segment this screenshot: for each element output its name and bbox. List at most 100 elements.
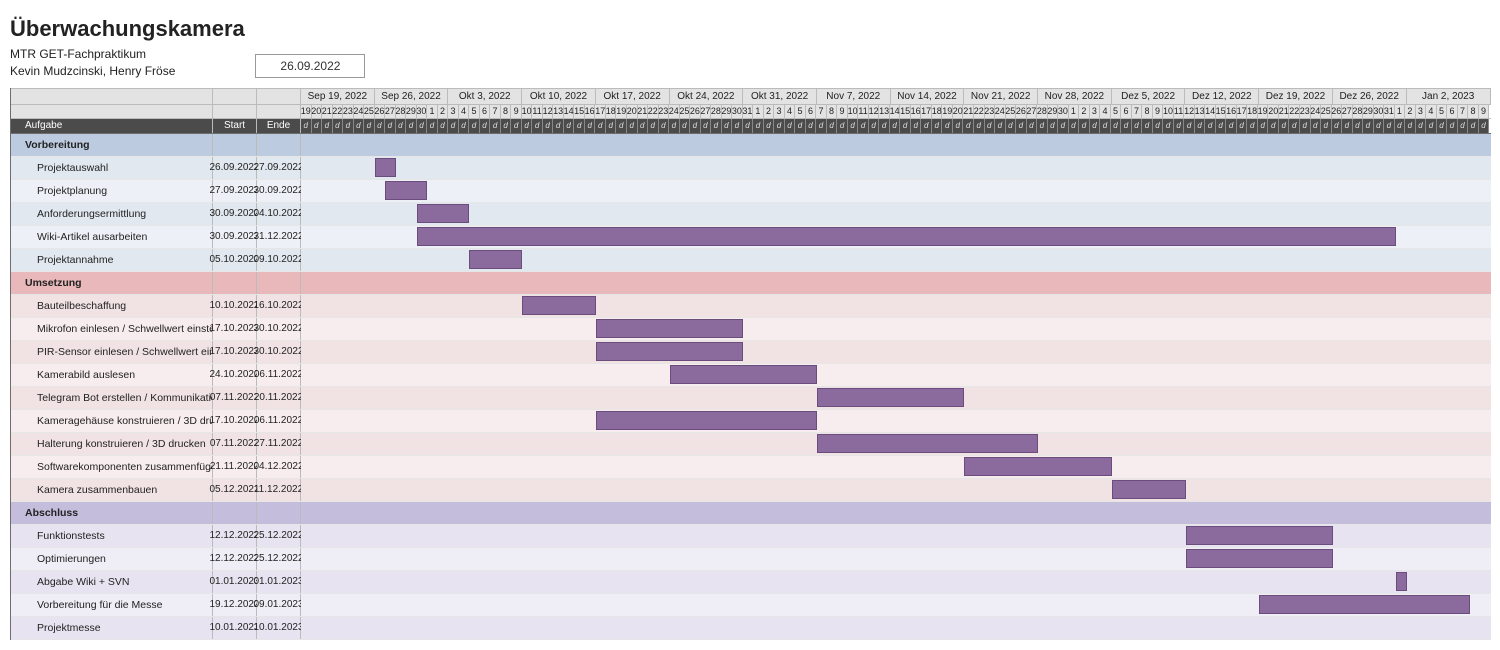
- day-number: 30: [417, 105, 428, 118]
- day-number: 5: [469, 105, 480, 118]
- day-number: 8: [1468, 105, 1479, 118]
- task-name: Softwarekomponenten zusammenfügen: [11, 456, 213, 478]
- day-number: 22: [1289, 105, 1300, 118]
- task-row: Projektmesse10.01.202310.01.2023: [11, 617, 1491, 640]
- day-number: 6: [1447, 105, 1458, 118]
- day-number: 25: [680, 105, 691, 118]
- week-label: Okt 31, 2022: [743, 89, 817, 104]
- day-letter: d: [1006, 119, 1017, 133]
- day-number: 17: [1237, 105, 1248, 118]
- day-number: 2: [1079, 105, 1090, 118]
- week-label: Dez 12, 2022: [1185, 89, 1259, 104]
- day-number: 20: [627, 105, 638, 118]
- day-number: 11: [532, 105, 543, 118]
- day-letter: d: [543, 119, 554, 133]
- day-letter: d: [732, 119, 743, 133]
- day-letter: d: [690, 119, 701, 133]
- day-letter: d: [1353, 119, 1364, 133]
- day-letter: d: [1100, 119, 1111, 133]
- day-number: 18: [606, 105, 617, 118]
- day-letter: d: [963, 119, 974, 133]
- day-number: 19: [1258, 105, 1269, 118]
- task-row: Projektplanung27.09.202230.09.2022: [11, 180, 1491, 203]
- day-letter: d: [785, 119, 796, 133]
- day-number: 10: [522, 105, 533, 118]
- day-number: 1: [427, 105, 438, 118]
- day-letter: d: [1247, 119, 1258, 133]
- task-end: 11.12.2022: [257, 479, 301, 501]
- week-label: Nov 14, 2022: [891, 89, 965, 104]
- section-header: Abschluss: [11, 502, 213, 524]
- day-number: 25: [1006, 105, 1017, 118]
- day-letter: d: [480, 119, 491, 133]
- day-letter: d: [1479, 119, 1490, 133]
- day-letter: d: [974, 119, 985, 133]
- week-label: Nov 21, 2022: [964, 89, 1038, 104]
- task-start: 10.10.2022: [213, 295, 257, 317]
- day-letter: d: [532, 119, 543, 133]
- day-number: 2: [438, 105, 449, 118]
- day-number: 6: [806, 105, 817, 118]
- day-letter: d: [1321, 119, 1332, 133]
- task-end: 09.01.2023: [257, 594, 301, 616]
- day-letter: d: [616, 119, 627, 133]
- day-letter: d: [364, 119, 375, 133]
- day-letter: d: [312, 119, 323, 133]
- task-name: Abgabe Wiki + SVN: [11, 571, 213, 593]
- day-letter: d: [1458, 119, 1469, 133]
- day-letter: d: [659, 119, 670, 133]
- day-number: 7: [490, 105, 501, 118]
- day-number: 30: [1374, 105, 1385, 118]
- day-number: 12: [869, 105, 880, 118]
- section-header: Umsetzung: [11, 272, 213, 294]
- task-row: PIR-Sensor einlesen / Schwellwert einste…: [11, 341, 1491, 364]
- day-number: 28: [711, 105, 722, 118]
- day-letter: d: [1132, 119, 1143, 133]
- gantt-bar: [1396, 572, 1407, 591]
- day-letter: d: [995, 119, 1006, 133]
- day-number: 24: [669, 105, 680, 118]
- task-name: PIR-Sensor einlesen / Schwellwert einste…: [11, 341, 213, 363]
- day-number: 27: [1342, 105, 1353, 118]
- day-number: 21: [322, 105, 333, 118]
- day-letter: d: [1237, 119, 1248, 133]
- week-label: Okt 3, 2022: [448, 89, 522, 104]
- col-end-header: Ende: [257, 119, 301, 133]
- task-row: Mikrofon einlesen / Schwellwert einstell…: [11, 318, 1491, 341]
- day-number: 23: [343, 105, 354, 118]
- day-letter: d: [1279, 119, 1290, 133]
- gantt-bar: [1259, 595, 1470, 614]
- day-letter: d: [764, 119, 775, 133]
- day-letter: d: [406, 119, 417, 133]
- day-letter: d: [1205, 119, 1216, 133]
- day-number: 20: [1268, 105, 1279, 118]
- day-letter: d: [1090, 119, 1101, 133]
- day-number: 7: [816, 105, 827, 118]
- day-letter: d: [333, 119, 344, 133]
- task-name: Telegram Bot erstellen / Kommunikation t…: [11, 387, 213, 409]
- day-number: 3: [774, 105, 785, 118]
- day-letter: d: [343, 119, 354, 133]
- day-number: 1: [753, 105, 764, 118]
- day-number: 7: [1458, 105, 1469, 118]
- gantt-bar: [596, 319, 743, 338]
- day-number: 3: [1416, 105, 1427, 118]
- day-letter: d: [1058, 119, 1069, 133]
- gantt-bar: [964, 457, 1111, 476]
- task-end: 31.12.2022: [257, 226, 301, 248]
- day-number: 14: [1205, 105, 1216, 118]
- day-letter: d: [816, 119, 827, 133]
- day-number: 14: [890, 105, 901, 118]
- day-number: 20: [312, 105, 323, 118]
- day-number: 24: [354, 105, 365, 118]
- task-start: 26.09.2022: [213, 157, 257, 179]
- task-end: 25.12.2022: [257, 548, 301, 570]
- subtitle-line-2: Kevin Mudzcinski, Henry Fröse: [10, 63, 175, 80]
- day-number: 7: [1132, 105, 1143, 118]
- day-letter: d: [985, 119, 996, 133]
- day-number: 29: [1363, 105, 1374, 118]
- day-number: 28: [1037, 105, 1048, 118]
- day-letter: d: [1142, 119, 1153, 133]
- day-letter: d: [585, 119, 596, 133]
- task-row: Bauteilbeschaffung10.10.202216.10.2022: [11, 295, 1491, 318]
